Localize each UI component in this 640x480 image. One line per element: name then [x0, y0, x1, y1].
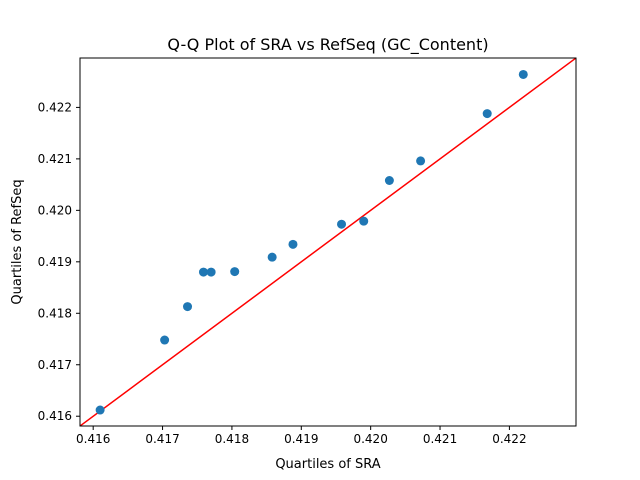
data-point [416, 156, 426, 166]
plot-area [80, 58, 576, 426]
y-tick-label: 0.422 [38, 100, 72, 114]
data-point [206, 267, 216, 277]
data-point [267, 252, 277, 262]
data-point [384, 175, 394, 185]
y-tick-label: 0.417 [38, 358, 72, 372]
x-tick-label: 0.418 [215, 432, 249, 446]
x-tick-label: 0.417 [145, 432, 179, 446]
reference-line [80, 58, 576, 426]
data-point [95, 405, 105, 415]
data-point [183, 302, 193, 312]
y-tick-label: 0.416 [38, 409, 72, 423]
data-point [288, 239, 298, 249]
data-point [160, 335, 170, 345]
x-tick-label: 0.422 [492, 432, 526, 446]
x-tick-label: 0.419 [284, 432, 318, 446]
y-tick-label: 0.421 [38, 152, 72, 166]
chart-title: Q-Q Plot of SRA vs RefSeq (GC_Content) [167, 35, 488, 55]
x-tick-label: 0.421 [423, 432, 457, 446]
y-tick-label: 0.420 [38, 203, 72, 217]
data-point [482, 109, 492, 119]
x-axis-label: Quartiles of SRA [275, 457, 380, 472]
data-point [230, 267, 240, 277]
x-tick-label: 0.420 [353, 432, 387, 446]
x-axis: 0.416 0.417 0.418 0.419 0.420 0.421 0.422 [76, 426, 527, 446]
data-point [198, 267, 208, 277]
y-axis: 0.416 0.417 0.418 0.419 0.420 0.421 0.422 [38, 100, 80, 423]
x-tick-label: 0.416 [76, 432, 110, 446]
y-axis-label: Quartiles of RefSeq [10, 179, 25, 304]
data-point [359, 216, 369, 226]
plot-frame [79, 57, 577, 427]
y-tick-label: 0.419 [38, 255, 72, 269]
data-point [518, 69, 528, 79]
y-tick-label: 0.418 [38, 306, 72, 320]
data-point [337, 219, 347, 229]
